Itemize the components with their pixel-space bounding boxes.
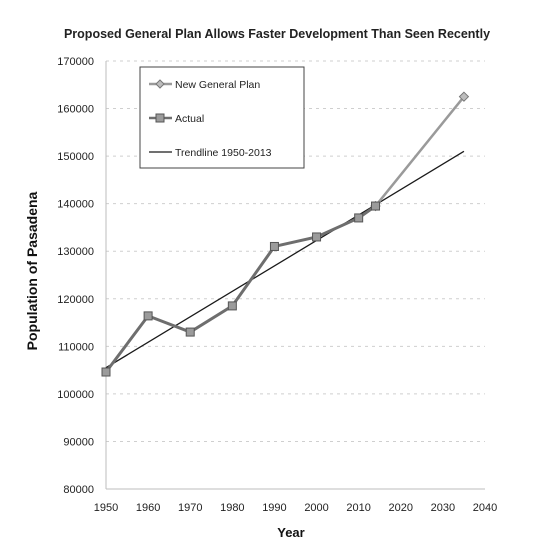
y-tick-label: 80000 — [63, 484, 94, 496]
point-actual — [312, 232, 322, 242]
y-tick-label: 100000 — [57, 389, 94, 401]
x-tick-label: 1990 — [262, 502, 286, 514]
x-tick-label: 1960 — [136, 502, 160, 514]
point-actual — [371, 201, 381, 211]
legend: New General Plan Actual Trendline 1950-201… — [139, 66, 305, 169]
legend-marker-diamond — [155, 79, 165, 89]
y-tick-label: 150000 — [57, 151, 94, 163]
x-tick-labels: 1950 1960 1970 1980 1990 2000 2010 2020 2030 2040 — [94, 502, 497, 514]
y-tick-label: 90000 — [63, 436, 94, 448]
legend-label: Trendline 1950-2013 — [175, 147, 272, 159]
x-axis-label: Year — [277, 525, 304, 540]
point-actual — [101, 367, 111, 377]
series — [101, 91, 470, 377]
y-tick-labels: 80000 90000 100000 110000 120000 130000 140000… — [57, 56, 94, 496]
series-line-actual — [104, 204, 377, 373]
y-tick-label: 110000 — [58, 341, 94, 353]
point-actual — [227, 301, 237, 311]
legend-label: New General Plan — [175, 79, 260, 91]
x-tick-label: 2030 — [431, 502, 455, 514]
point-new-general-plan — [458, 91, 470, 102]
series-line-new-general-plan — [374, 95, 465, 207]
y-tick-label: 160000 — [57, 104, 94, 116]
legend-marker-square — [155, 113, 165, 123]
point-actual — [269, 241, 279, 251]
point-actual — [354, 213, 364, 223]
x-tick-label: 2000 — [304, 502, 328, 514]
x-tick-label: 2010 — [346, 502, 370, 514]
legend-label: Actual — [175, 113, 204, 125]
x-tick-label: 2020 — [389, 502, 413, 514]
x-tick-label: 2040 — [473, 502, 497, 514]
y-tick-label: 170000 — [57, 56, 94, 68]
y-axis-label: Population of Pasadena — [24, 191, 40, 350]
point-actual — [143, 311, 153, 321]
chart-title: Proposed General Plan Allows Faster Deve… — [64, 27, 490, 41]
x-tick-label: 1950 — [94, 502, 118, 514]
y-tick-label: 140000 — [57, 199, 94, 211]
x-tick-label: 1970 — [178, 502, 202, 514]
y-tick-label: 120000 — [57, 294, 94, 306]
axes — [105, 61, 485, 490]
series-line-trendline — [105, 150, 465, 369]
point-actual — [185, 327, 195, 337]
y-tick-label: 130000 — [57, 246, 94, 258]
x-tick-label: 1980 — [220, 502, 244, 514]
